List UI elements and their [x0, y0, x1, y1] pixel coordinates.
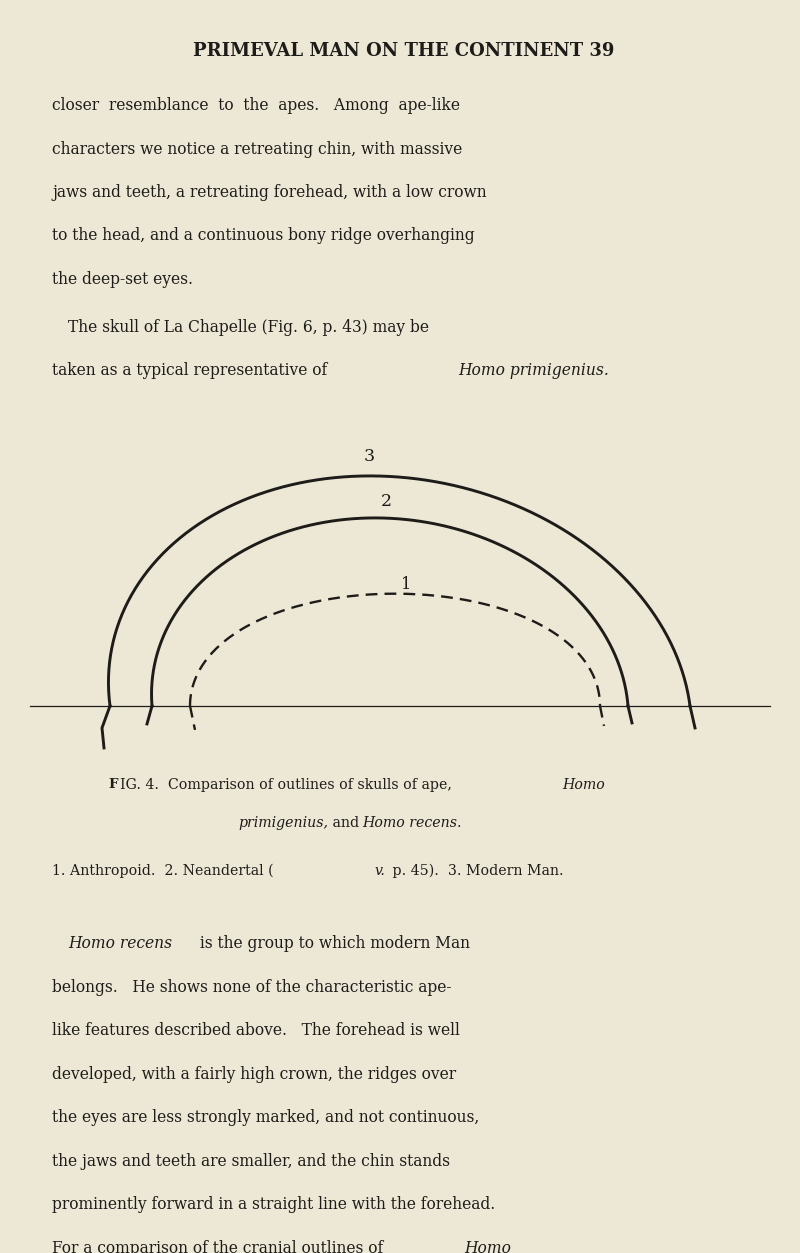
Text: the jaws and teeth are smaller, and the chin stands: the jaws and teeth are smaller, and the …	[52, 1153, 450, 1170]
Text: closer  resemblance  to  the  apes.   Among  ape-like: closer resemblance to the apes. Among ap…	[52, 96, 460, 114]
Text: the deep-set eyes.: the deep-set eyes.	[52, 271, 193, 288]
Text: to the head, and a continuous bony ridge overhanging: to the head, and a continuous bony ridge…	[52, 228, 474, 244]
Text: 2: 2	[381, 492, 392, 510]
Text: primigenius,: primigenius,	[238, 816, 328, 829]
Text: Homo: Homo	[562, 778, 605, 792]
Text: Homo recens: Homo recens	[68, 936, 172, 952]
Text: jaws and teeth, a retreating forehead, with a low crown: jaws and teeth, a retreating forehead, w…	[52, 184, 486, 200]
Text: and: and	[328, 816, 364, 829]
Text: 1. Anthropoid.  2. Neandertal (: 1. Anthropoid. 2. Neandertal (	[52, 863, 274, 878]
Text: F: F	[108, 778, 118, 791]
Text: taken as a typical representative of: taken as a typical representative of	[52, 362, 332, 378]
Text: the eyes are less strongly marked, and not continuous,: the eyes are less strongly marked, and n…	[52, 1109, 479, 1126]
Text: belongs.   He shows none of the characteristic ape-: belongs. He shows none of the characteri…	[52, 979, 451, 996]
Text: p. 45).  3. Modern Man.: p. 45). 3. Modern Man.	[388, 863, 564, 878]
Text: characters we notice a retreating chin, with massive: characters we notice a retreating chin, …	[52, 140, 462, 158]
Text: The skull of La Chapelle (Fig. 6, p. 43) may be: The skull of La Chapelle (Fig. 6, p. 43)…	[68, 318, 429, 336]
Text: Homo: Homo	[464, 1240, 511, 1253]
Text: Homo recens.: Homo recens.	[362, 816, 462, 829]
Text: PRIMEVAL MAN ON THE CONTINENT 39: PRIMEVAL MAN ON THE CONTINENT 39	[193, 43, 614, 60]
Text: is the group to which modern Man: is the group to which modern Man	[195, 936, 470, 952]
Text: like features described above.   The forehead is well: like features described above. The foreh…	[52, 1022, 460, 1040]
Text: For a comparison of the cranial outlines of: For a comparison of the cranial outlines…	[52, 1240, 388, 1253]
Text: developed, with a fairly high crown, the ridges over: developed, with a fairly high crown, the…	[52, 1066, 456, 1083]
Text: prominently forward in a straight line with the forehead.: prominently forward in a straight line w…	[52, 1197, 495, 1213]
Text: v.: v.	[374, 863, 385, 878]
Text: IG. 4.  Comparison of outlines of skulls of ape,: IG. 4. Comparison of outlines of skulls …	[120, 778, 456, 792]
Text: 1: 1	[401, 575, 411, 593]
Text: Homo primigenius.: Homo primigenius.	[458, 362, 609, 378]
Text: 3: 3	[363, 447, 374, 465]
